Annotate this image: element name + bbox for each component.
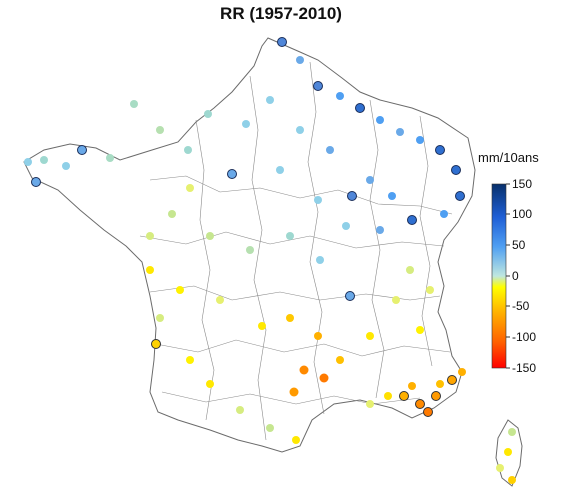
station-dot xyxy=(399,391,409,401)
station-dot xyxy=(455,191,465,201)
station-dot xyxy=(156,314,164,322)
station-dot xyxy=(406,266,414,274)
station-dot xyxy=(40,156,48,164)
station-dot xyxy=(336,92,344,100)
station-dot xyxy=(436,380,444,388)
station-dot xyxy=(106,154,114,162)
legend-tick-label: 50 xyxy=(512,238,526,252)
station-dot xyxy=(316,256,324,264)
station-dot xyxy=(342,222,350,230)
legend-tick-labels: 150 100 50 0 -50 -100 -150 xyxy=(512,177,536,375)
station-dot xyxy=(314,332,322,340)
legend-unit: mm/10ans xyxy=(478,150,539,165)
station-dot xyxy=(227,169,237,179)
station-dot xyxy=(184,146,192,154)
station-dot xyxy=(24,158,32,166)
station-dot xyxy=(392,296,400,304)
station-dot xyxy=(277,37,287,47)
station-dot xyxy=(426,286,434,294)
station-dot xyxy=(407,215,417,225)
station-dot xyxy=(266,96,274,104)
station-dot xyxy=(286,314,294,322)
station-dot xyxy=(451,165,461,175)
station-dot xyxy=(130,100,138,108)
station-dot xyxy=(496,464,504,472)
station-dot xyxy=(186,356,194,364)
station-dot xyxy=(146,232,154,240)
station-dot xyxy=(176,286,184,294)
station-dot xyxy=(458,368,466,376)
station-dot xyxy=(423,407,433,417)
station-dot xyxy=(266,424,274,432)
map-title: RR (1957-2010) xyxy=(220,4,342,23)
station-dot xyxy=(415,399,425,409)
france-outline xyxy=(23,37,476,453)
station-dot xyxy=(504,448,512,456)
station-dot xyxy=(508,476,516,484)
station-dot xyxy=(296,126,304,134)
station-dot xyxy=(242,120,250,128)
legend-tick-label: -100 xyxy=(512,330,536,344)
station-dot xyxy=(62,162,70,170)
station-dot xyxy=(376,116,384,124)
station-dot xyxy=(326,146,334,154)
station-dot xyxy=(319,373,329,383)
station-dot xyxy=(435,145,445,155)
station-dot xyxy=(292,436,300,444)
legend-ticks xyxy=(506,183,510,369)
station-dot xyxy=(31,177,41,187)
station-dots xyxy=(24,37,516,484)
station-dot xyxy=(146,266,154,274)
station-dot xyxy=(355,103,365,113)
station-dot xyxy=(376,226,384,234)
station-dot xyxy=(156,126,164,134)
station-dot xyxy=(186,184,194,192)
station-dot xyxy=(168,210,176,218)
legend-tick-label: -50 xyxy=(512,299,530,313)
station-dot xyxy=(299,365,309,375)
station-dot xyxy=(336,356,344,364)
station-dot xyxy=(416,136,424,144)
station-dot xyxy=(366,400,374,408)
legend-tick-label: 100 xyxy=(512,207,532,221)
station-dot xyxy=(416,326,424,334)
station-dot xyxy=(440,210,448,218)
station-dot xyxy=(151,339,161,349)
corsica-outline xyxy=(495,419,523,487)
station-dot xyxy=(77,145,87,155)
station-dot xyxy=(246,246,254,254)
station-dot xyxy=(289,387,299,397)
station-dot xyxy=(206,232,214,240)
station-dot xyxy=(366,176,374,184)
station-dot xyxy=(366,332,374,340)
station-dot xyxy=(408,382,416,390)
station-dot xyxy=(313,81,323,91)
legend-tick-label: 150 xyxy=(512,177,532,191)
legend-tick-label: 0 xyxy=(512,269,519,283)
station-dot xyxy=(236,406,244,414)
station-dot xyxy=(286,232,294,240)
station-dot xyxy=(431,391,441,401)
station-dot xyxy=(347,191,357,201)
station-dot xyxy=(216,296,224,304)
station-dot xyxy=(447,375,457,385)
station-dot xyxy=(296,56,304,64)
legend-colorbar xyxy=(491,183,507,369)
department-borders xyxy=(139,61,453,441)
station-dot xyxy=(396,128,404,136)
station-dot xyxy=(206,380,214,388)
station-dot xyxy=(384,392,392,400)
station-dot xyxy=(345,291,355,301)
station-dot xyxy=(204,110,212,118)
station-dot xyxy=(314,196,322,204)
station-dot xyxy=(258,322,266,330)
legend-tick-label: -150 xyxy=(512,361,536,375)
station-dot xyxy=(388,192,396,200)
station-dot xyxy=(508,428,516,436)
station-dot xyxy=(276,166,284,174)
